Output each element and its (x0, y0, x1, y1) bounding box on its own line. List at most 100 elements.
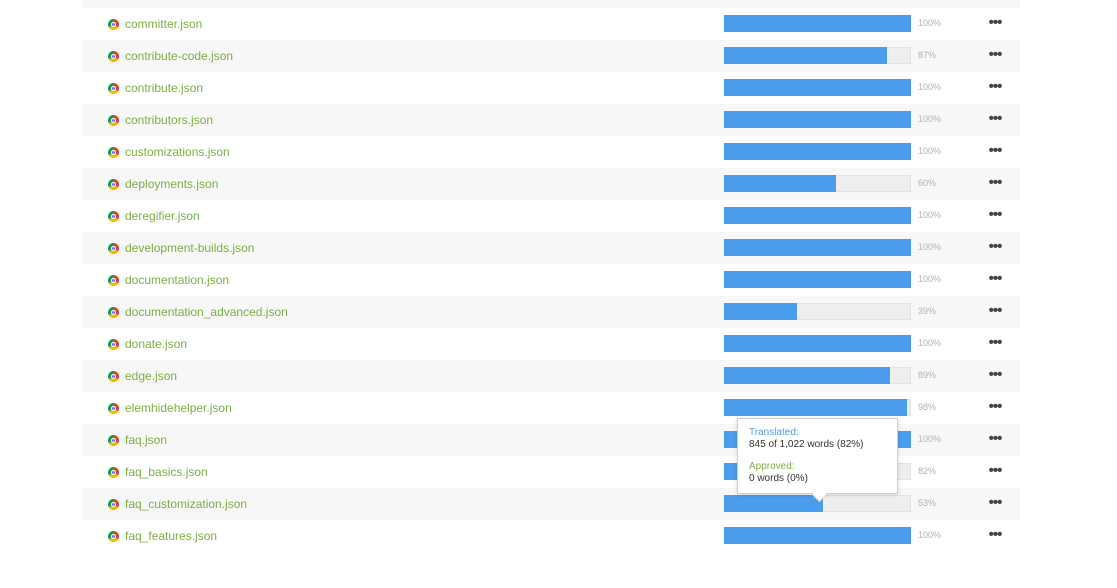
chrome-icon (108, 339, 119, 350)
translation-progress-fill (724, 527, 911, 544)
more-options-button[interactable]: ••• (988, 110, 1003, 127)
translation-progress-fill (724, 495, 823, 512)
translation-progress-bar[interactable] (724, 495, 911, 512)
chrome-icon (108, 211, 119, 222)
chrome-icon (108, 435, 119, 446)
progress-percent: 100% (918, 146, 942, 156)
progress-percent: 100% (918, 530, 942, 540)
more-options-button[interactable]: ••• (988, 78, 1003, 95)
translation-progress-fill (724, 79, 911, 96)
progress-percent: 100% (918, 274, 942, 284)
file-row: customizations.json 100% ••• (83, 136, 1020, 168)
more-options-button[interactable]: ••• (988, 526, 1003, 543)
file-name-link[interactable]: faq.json (125, 433, 168, 447)
progress-percent: 82% (918, 466, 937, 476)
translation-progress-fill (724, 175, 836, 192)
translation-progress-bar[interactable] (724, 207, 911, 224)
translation-progress-bar[interactable] (724, 15, 911, 32)
progress-percent: 100% (918, 210, 942, 220)
chrome-icon (108, 371, 119, 382)
file-name-link[interactable]: edge.json (125, 369, 178, 383)
file-name-link[interactable]: deployments.json (125, 177, 219, 191)
file-name-link[interactable]: elemhidehelper.json (125, 401, 232, 415)
translation-progress-bar[interactable] (724, 399, 911, 416)
more-options-button[interactable]: ••• (988, 462, 1003, 479)
file-name-link[interactable]: contribute-code.json (125, 49, 234, 63)
more-options-button[interactable]: ••• (988, 238, 1003, 255)
file-name-link[interactable]: donate.json (125, 337, 188, 351)
file-row: contribute-code.json 87% ••• (83, 40, 1020, 72)
more-options-button[interactable]: ••• (988, 142, 1003, 159)
translation-progress-bar[interactable] (724, 175, 911, 192)
translation-progress-bar[interactable] (724, 79, 911, 96)
progress-tooltip: Translated: 845 of 1,022 words (82%) App… (737, 418, 898, 494)
more-options-button[interactable]: ••• (988, 366, 1003, 383)
progress-percent: 89% (918, 370, 937, 380)
file-row: documentation.json 100% ••• (83, 264, 1020, 296)
file-name-link[interactable]: customizations.json (125, 145, 230, 159)
translation-progress-bar[interactable] (724, 527, 911, 544)
translation-progress-bar[interactable] (724, 271, 911, 288)
progress-percent: 98% (918, 402, 937, 412)
translation-progress-fill (724, 111, 911, 128)
chrome-icon (108, 115, 119, 126)
file-row: coding-style.json92%••• (83, 0, 1020, 8)
more-options-button[interactable]: ••• (988, 270, 1003, 287)
translation-progress-bar[interactable] (724, 303, 911, 320)
translation-progress-bar[interactable] (724, 143, 911, 160)
chrome-icon (108, 403, 119, 414)
progress-percent: 60% (918, 178, 937, 188)
file-name-link[interactable]: contributors.json (125, 113, 214, 127)
file-name-link[interactable]: committer.json (125, 17, 203, 31)
translation-progress-fill (724, 239, 911, 256)
file-name-link[interactable]: faq_basics.json (125, 465, 208, 479)
chrome-icon (108, 499, 119, 510)
chrome-icon (108, 275, 119, 286)
translation-progress-fill (724, 271, 911, 288)
file-name-link[interactable]: deregifier.json (125, 209, 200, 223)
tooltip-approved-value: 0 words (0%) (749, 473, 808, 484)
progress-percent: 100% (918, 82, 942, 92)
more-options-button[interactable]: ••• (988, 430, 1003, 447)
more-options-button[interactable]: ••• (988, 14, 1003, 31)
file-name-link[interactable]: faq_customization.json (125, 497, 248, 511)
translation-progress-fill (724, 143, 911, 160)
translation-progress-fill (724, 335, 911, 352)
translation-progress-fill (724, 367, 890, 384)
more-options-button[interactable]: ••• (988, 494, 1003, 511)
translation-progress-bar[interactable] (724, 239, 911, 256)
progress-percent: 100% (918, 114, 942, 124)
translation-progress-bar[interactable] (724, 47, 911, 64)
progress-percent: 39% (918, 306, 937, 316)
translation-progress-fill (724, 207, 911, 224)
translation-progress-fill (724, 15, 911, 32)
file-row: deployments.json 60% ••• (83, 168, 1020, 200)
translation-progress-bar[interactable] (724, 111, 911, 128)
more-options-button[interactable]: ••• (988, 174, 1003, 191)
file-name-link[interactable]: documentation.json (125, 273, 230, 287)
progress-percent: 53% (918, 498, 937, 508)
tooltip-translated-value: 845 of 1,022 words (82%) (749, 439, 864, 450)
chrome-icon (108, 147, 119, 158)
more-options-button[interactable]: ••• (988, 398, 1003, 415)
file-row: contribute.json 100% ••• (83, 72, 1020, 104)
more-options-button[interactable]: ••• (988, 46, 1003, 63)
chrome-icon (108, 83, 119, 94)
progress-percent: 87% (918, 50, 937, 60)
progress-percent: 100% (918, 18, 942, 28)
file-name-link[interactable]: development-builds.json (125, 241, 255, 255)
file-row: faq_features.json 100% ••• (83, 520, 1020, 552)
file-name-link[interactable]: faq_features.json (125, 529, 218, 543)
file-name-link[interactable]: contribute.json (125, 81, 204, 95)
more-options-button[interactable]: ••• (988, 206, 1003, 223)
chrome-icon (108, 467, 119, 478)
more-options-button[interactable]: ••• (988, 302, 1003, 319)
translation-progress-bar[interactable] (724, 335, 911, 352)
file-name-link[interactable]: documentation_advanced.json (125, 305, 288, 319)
tooltip-approved-label: Approved: (749, 461, 795, 472)
progress-percent: 100% (918, 242, 942, 252)
translation-progress-fill (724, 47, 887, 64)
more-options-button[interactable]: ••• (988, 334, 1003, 351)
translation-progress-bar[interactable] (724, 367, 911, 384)
progress-percent: 100% (918, 338, 942, 348)
